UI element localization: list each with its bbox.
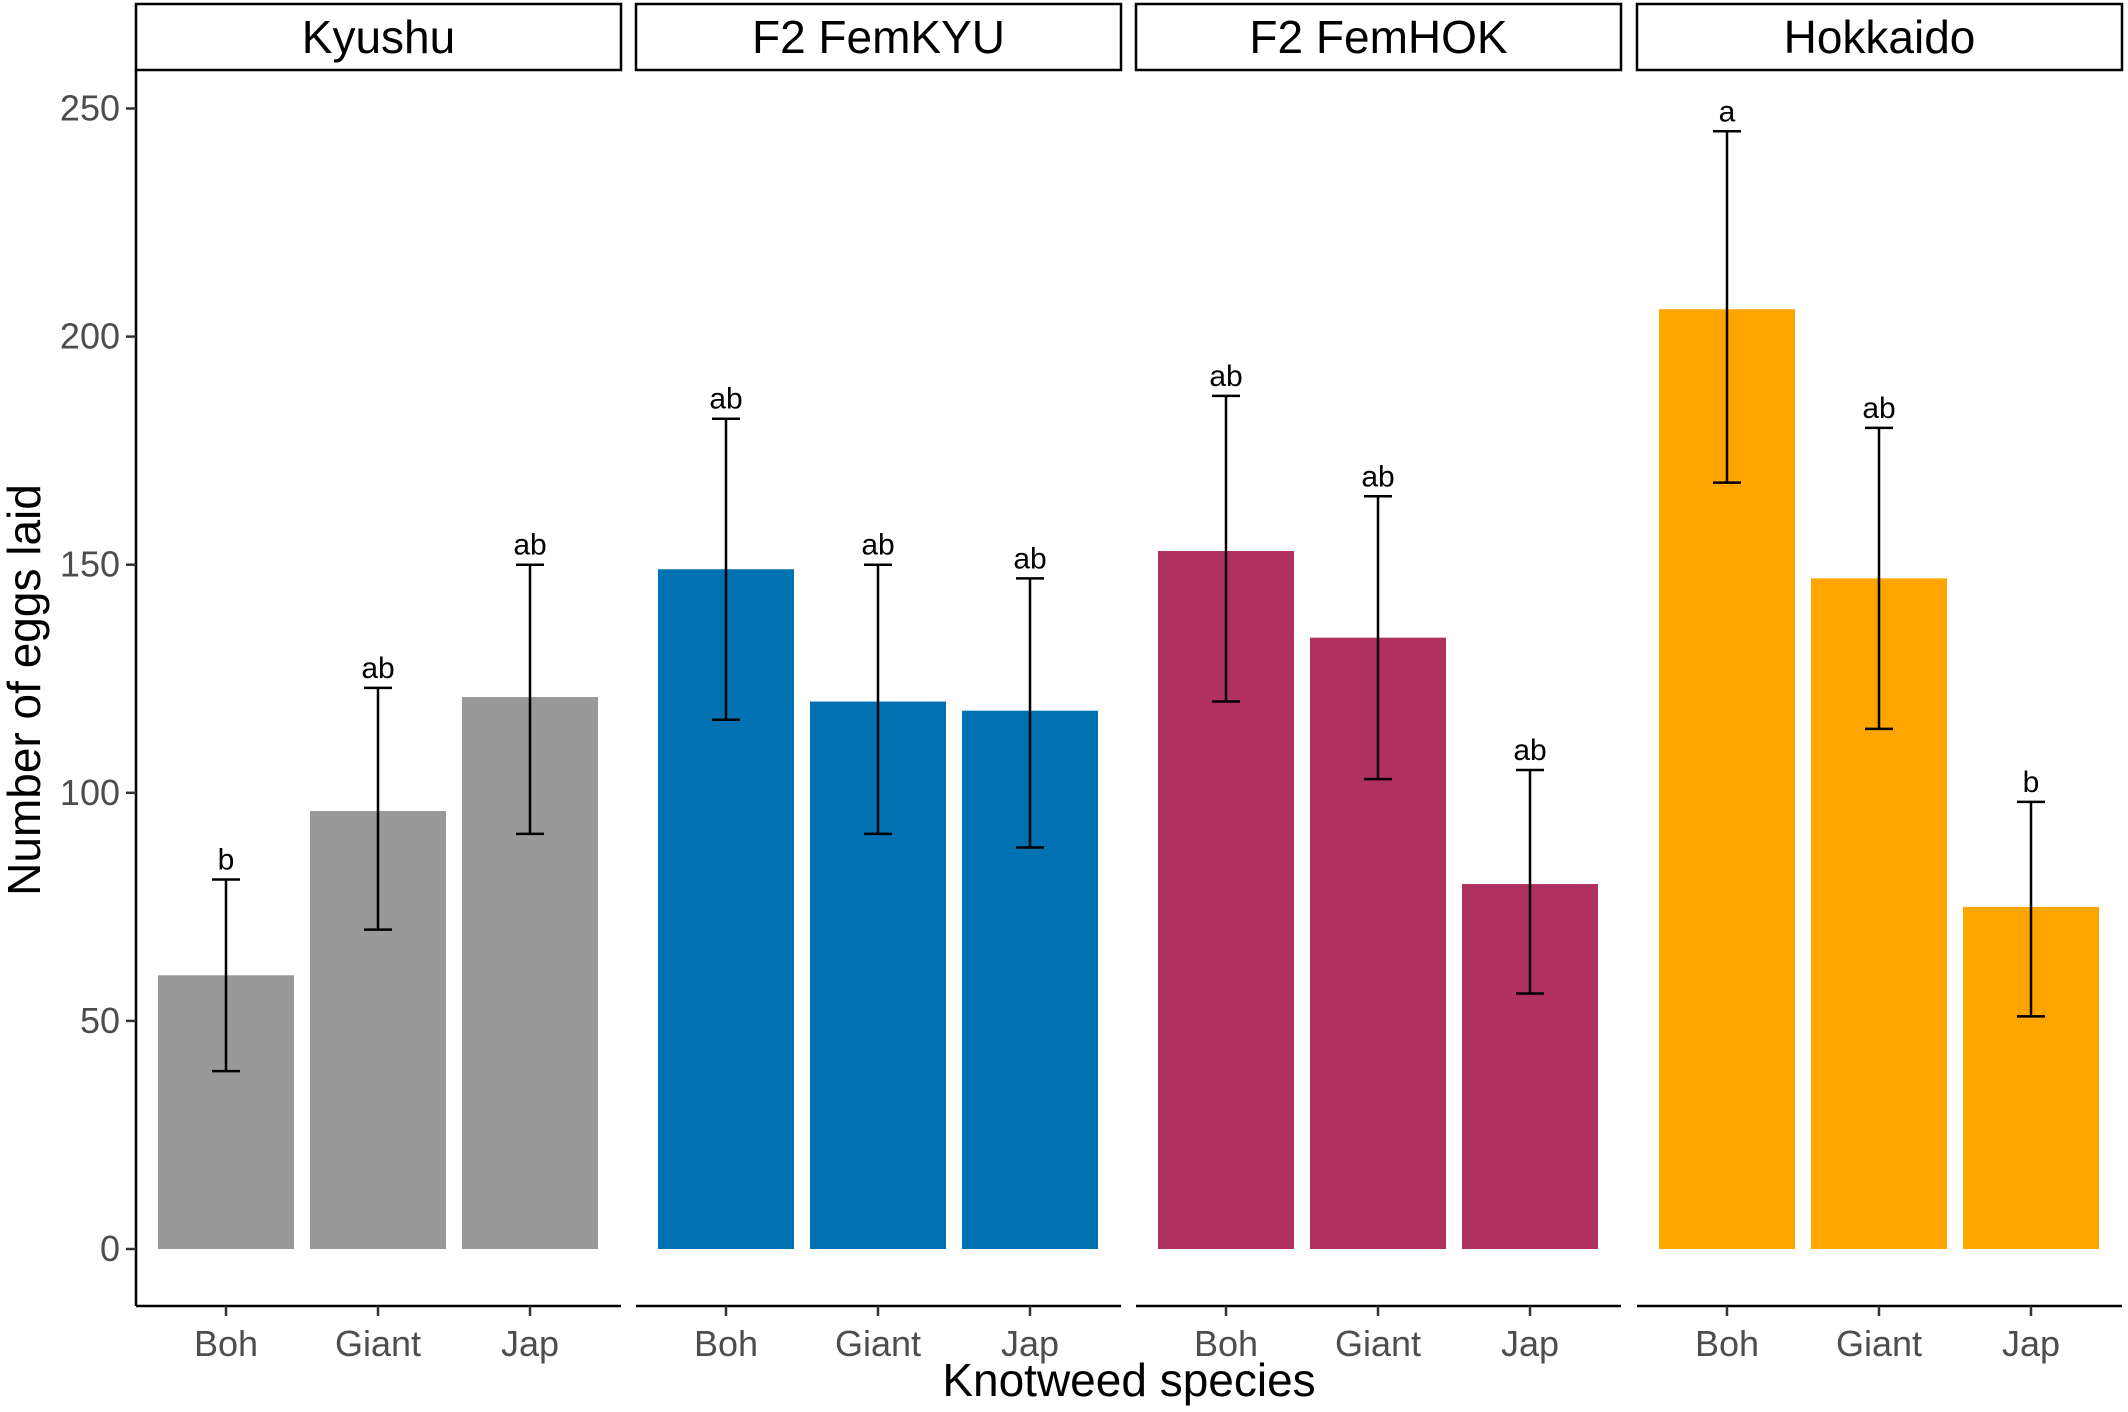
x-tick-label: Giant [835, 1323, 921, 1364]
significance-letter: ab [1361, 460, 1394, 493]
significance-letter: a [1719, 95, 1736, 128]
y-tick-label: 250 [60, 88, 120, 129]
facet-strip-label: F2 FemHOK [1249, 11, 1507, 63]
facet-panel: F2 FemKYU ab Boh ab Giant ab Jap [634, 2, 1123, 1364]
x-tick-label: Boh [1695, 1323, 1759, 1364]
y-tick-label: 50 [80, 1000, 120, 1041]
y-tick-label: 200 [60, 316, 120, 357]
axes-layer: 0 50 100 150 200 250 [60, 70, 138, 1306]
significance-letter: ab [1013, 542, 1046, 575]
significance-letter: b [2023, 766, 2040, 799]
significance-letter: ab [1513, 734, 1546, 767]
significance-letter: ab [1862, 392, 1895, 425]
x-tick-label: Boh [1194, 1323, 1258, 1364]
significance-letter: ab [1209, 360, 1242, 393]
facet-strip-label: Kyushu [302, 11, 455, 63]
y-tick-label: 100 [60, 772, 120, 813]
facet-strip-label: Hokkaido [1784, 11, 1976, 63]
facet-panel: Hokkaido a Boh ab Giant b Jap [1635, 2, 2124, 1364]
x-tick-label: Giant [1335, 1323, 1421, 1364]
y-tick-label: 150 [60, 544, 120, 585]
significance-letter: ab [513, 529, 546, 562]
y-axis-title: Number of eggs laid [0, 484, 50, 896]
facet-panel: Kyushu b Boh ab Giant ab Jap [134, 2, 623, 1364]
y-tick-label: 0 [100, 1228, 120, 1269]
facet-strip [1134, 2, 1623, 72]
x-tick-label: Jap [501, 1323, 559, 1364]
significance-letter: ab [361, 652, 394, 685]
facet-strip-label: F2 FemKYU [752, 11, 1005, 63]
facet-strip [134, 2, 623, 72]
x-tick-label: Jap [2002, 1323, 2060, 1364]
facet-strip [634, 2, 1123, 72]
x-tick-label: Giant [335, 1323, 421, 1364]
significance-letter: b [218, 843, 235, 876]
significance-letter: ab [861, 529, 894, 562]
significance-letter: ab [709, 383, 742, 416]
x-tick-label: Boh [194, 1323, 258, 1364]
x-tick-label: Jap [1501, 1323, 1559, 1364]
facet-strip [1635, 2, 2124, 72]
x-tick-label: Giant [1836, 1323, 1922, 1364]
x-tick-label: Jap [1001, 1323, 1059, 1364]
facet-panel: F2 FemHOK ab Boh ab Giant ab Jap [1134, 2, 1623, 1364]
x-tick-label: Boh [694, 1323, 758, 1364]
x-axis-title: Knotweed species [942, 1354, 1315, 1406]
